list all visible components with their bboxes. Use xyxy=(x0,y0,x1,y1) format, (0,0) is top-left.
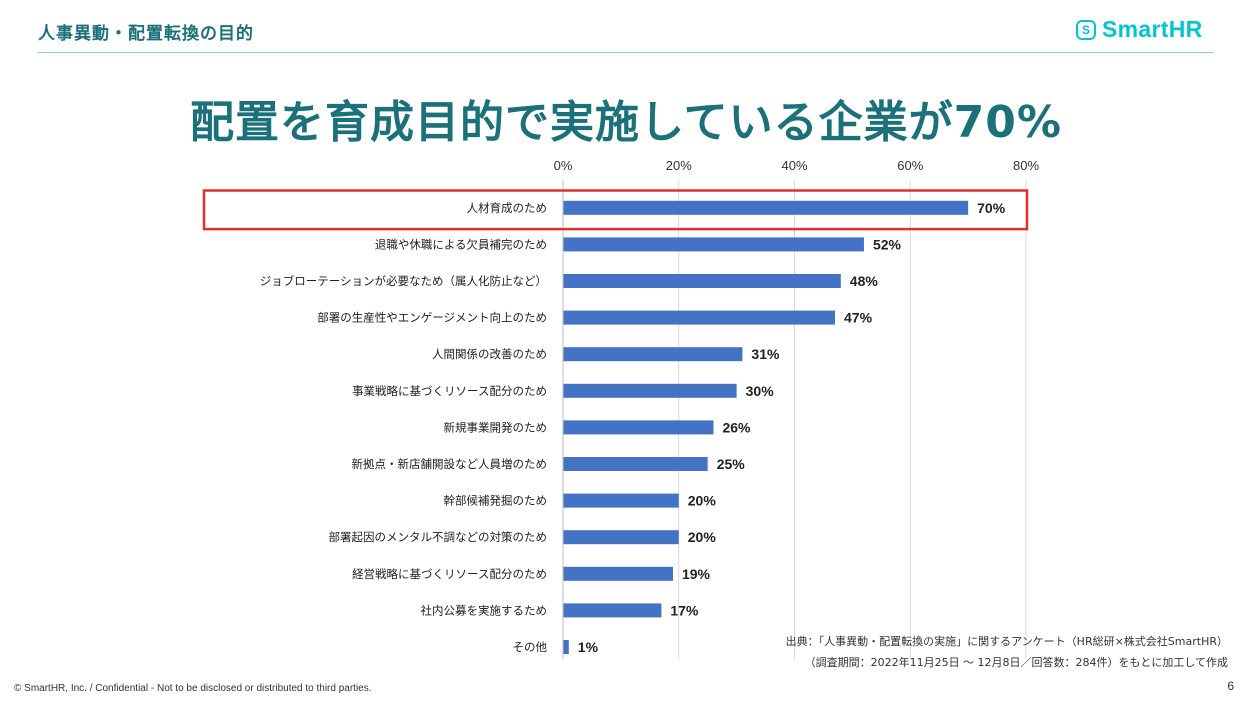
data-label: 52% xyxy=(873,236,902,252)
slide-headline: 配置を育成目的で実施している企業が70% xyxy=(190,97,1062,148)
smarthr-logo-text: SmartHR xyxy=(1102,16,1203,42)
category-label: 新規事業開発のため xyxy=(444,420,548,434)
smarthr-logo: S SmartHR xyxy=(1076,16,1203,43)
data-label: 30% xyxy=(746,383,775,399)
slide-section-title: 人事異動・配置転換の目的 xyxy=(38,24,254,44)
source-note: 出典：「人事異動・配置転換の実施」に関するアンケート（HR総研×株式会社Smar… xyxy=(786,631,1228,673)
category-label: 人間関係の改善のため xyxy=(432,347,547,361)
category-label: ジョブローテーションが必要なため（属人化防止など） xyxy=(260,274,547,288)
bar xyxy=(563,237,864,252)
data-label: 19% xyxy=(682,566,711,582)
category-label: 人材育成のため xyxy=(467,201,548,215)
data-label: 1% xyxy=(578,639,599,655)
x-tick-label: 20% xyxy=(666,158,692,173)
bar xyxy=(563,530,679,545)
x-tick-label: 80% xyxy=(1013,158,1039,173)
bar xyxy=(563,274,841,288)
data-label: 70% xyxy=(977,200,1006,216)
bar xyxy=(563,603,662,618)
source-line-2: （調査期間：2022年11月25日 〜 12月8日／回答数：284件）をもとに加… xyxy=(804,656,1228,669)
data-label: 17% xyxy=(670,602,699,618)
category-label: 部署の生産性やエンゲージメント向上のため xyxy=(317,311,547,325)
category-label: その他 xyxy=(513,640,548,654)
data-label: 48% xyxy=(850,273,879,289)
data-label: 20% xyxy=(688,493,717,509)
smarthr-logo-icon: S xyxy=(1076,19,1096,40)
x-tick-label: 40% xyxy=(781,158,807,173)
category-label: 退職や休職による欠員補完のため xyxy=(375,237,547,251)
page-number: 6 xyxy=(1227,679,1234,693)
category-label: 新拠点・新店舗開設など人員増のため xyxy=(352,457,548,471)
data-label: 47% xyxy=(844,310,873,326)
category-label: 社内公募を実施するため xyxy=(421,603,548,617)
bar xyxy=(563,420,714,435)
bar xyxy=(563,457,708,471)
confidential-footer: © SmartHR, Inc. / Confidential - Not to … xyxy=(14,683,372,694)
bar xyxy=(563,640,569,654)
bar xyxy=(563,566,673,581)
data-label: 31% xyxy=(751,346,780,362)
data-label: 26% xyxy=(722,419,751,435)
bar xyxy=(563,347,743,362)
category-label: 幹部候補発掘のため xyxy=(444,494,548,508)
data-label: 20% xyxy=(688,529,717,545)
bar xyxy=(563,383,737,398)
source-line-1: 出典：「人事異動・配置転換の実施」に関するアンケート（HR総研×株式会社Smar… xyxy=(785,635,1228,648)
header-divider xyxy=(38,52,1214,53)
bar xyxy=(563,493,679,508)
category-label: 部署起因のメンタル不調などの対策のため xyxy=(329,530,548,544)
data-label: 25% xyxy=(717,456,746,472)
bar xyxy=(563,310,836,325)
category-label: 経営戦略に基づくリソース配分のため xyxy=(352,567,547,581)
x-tick-label: 0% xyxy=(554,158,573,173)
x-tick-label: 60% xyxy=(897,158,923,173)
bar xyxy=(563,200,969,215)
category-label: 事業戦略に基づくリソース配分のため xyxy=(352,384,547,398)
highlight-box xyxy=(202,189,1029,231)
